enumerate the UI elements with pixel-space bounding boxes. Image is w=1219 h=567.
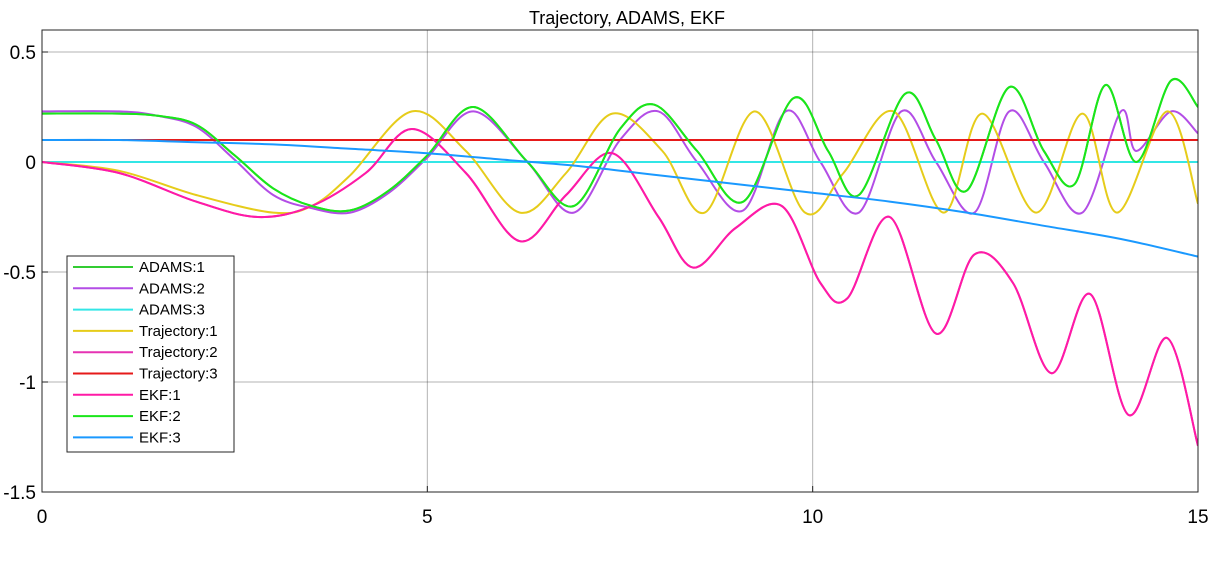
x-tick-label: 10 <box>802 507 823 528</box>
x-tick-label: 15 <box>1187 507 1208 528</box>
series-line-ekf-3 <box>42 138 1198 258</box>
legend-label-trajectory-2: Trajectory:2 <box>139 344 218 361</box>
x-tick-label: 0 <box>37 507 48 528</box>
series-line-ekf-1 <box>42 128 1198 447</box>
legend-label-adams-1: ADAMS:1 <box>139 259 205 276</box>
legend-label-trajectory-3: Trajectory:3 <box>139 366 218 383</box>
series-lines <box>42 77 1198 447</box>
plot-area <box>41 29 1199 493</box>
legend-label-adams-2: ADAMS:2 <box>139 280 205 297</box>
legend-label-adams-3: ADAMS:3 <box>139 302 205 319</box>
plot-frame <box>41 29 1199 493</box>
x-tick-label: 5 <box>422 507 433 528</box>
y-tick-label: 0 <box>25 153 36 174</box>
y-axis: 0.5 0 -0.5 -1 -1.5 <box>3 43 48 504</box>
legend-label-ekf-3: EKF:3 <box>139 429 181 446</box>
y-tick-label: -0.5 <box>3 263 36 284</box>
legend-label-ekf-2: EKF:2 <box>139 408 181 425</box>
legend-label-ekf-1: EKF:1 <box>139 387 181 404</box>
legend-label-trajectory-1: Trajectory:1 <box>139 323 218 340</box>
y-tick-label: -1.5 <box>3 483 36 504</box>
series-line-ekf-2 <box>42 77 1198 213</box>
y-tick-label: -1 <box>19 373 36 394</box>
y-tick-label: 0.5 <box>10 43 36 64</box>
chart-title: Trajectory, ADAMS, EKF <box>529 8 725 28</box>
legend: ADAMS:1 ADAMS:2 ADAMS:3 Trajectory:1 Traject… <box>66 255 235 453</box>
series-line-adams-2 <box>42 109 1198 215</box>
